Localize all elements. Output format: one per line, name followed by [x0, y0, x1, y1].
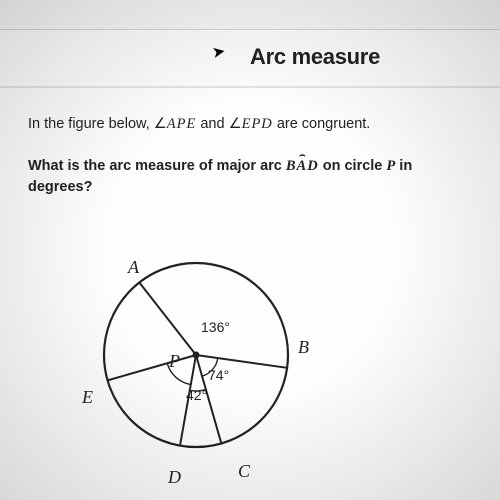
- point-label-B: B: [298, 337, 309, 358]
- q-mid: on circle: [323, 158, 387, 174]
- angle-1: APE: [167, 116, 197, 132]
- diagram-svg: [66, 227, 326, 487]
- angle-symbol-1: ∠: [154, 116, 167, 132]
- arc-hat-icon: ⌢: [286, 149, 319, 163]
- circle-name: P: [386, 158, 395, 174]
- point-label-C: C: [238, 461, 250, 482]
- arc-notation: ⌢ BAD: [286, 156, 319, 176]
- angle-label-BPC: 74°: [208, 367, 229, 383]
- page-content: ➤ Arc measure In the figure below, ∠APE …: [0, 30, 500, 500]
- cursor-icon: ➤: [210, 41, 227, 63]
- angle-label-APB: 136°: [201, 319, 230, 335]
- point-label-P: P: [169, 351, 180, 372]
- title-row: ➤ Arc measure: [0, 30, 500, 70]
- question-text: What is the arc measure of major arc ⌢ B…: [28, 156, 472, 197]
- q-pre: What is the arc measure of major arc: [28, 158, 286, 174]
- angle-label-CPD: 42°: [186, 387, 207, 403]
- intro-mid: and: [200, 116, 228, 132]
- problem-content: In the figure below, ∠APE and ∠EPD are c…: [0, 88, 500, 487]
- point-label-A: A: [128, 257, 139, 278]
- point-label-E: E: [82, 387, 93, 408]
- circle-diagram: A B C D E P 136° 74°42°: [66, 227, 326, 487]
- angle-2: EPD: [242, 116, 273, 132]
- intro-text: In the figure below, ∠APE and ∠EPD are c…: [28, 114, 472, 134]
- browser-top-bar: [0, 0, 500, 30]
- angle-symbol-2: ∠: [229, 116, 242, 132]
- page-title: Arc measure: [250, 44, 380, 70]
- intro-pre: In the figure below,: [28, 116, 154, 132]
- intro-post: are congruent.: [277, 116, 371, 132]
- point-label-D: D: [168, 467, 181, 488]
